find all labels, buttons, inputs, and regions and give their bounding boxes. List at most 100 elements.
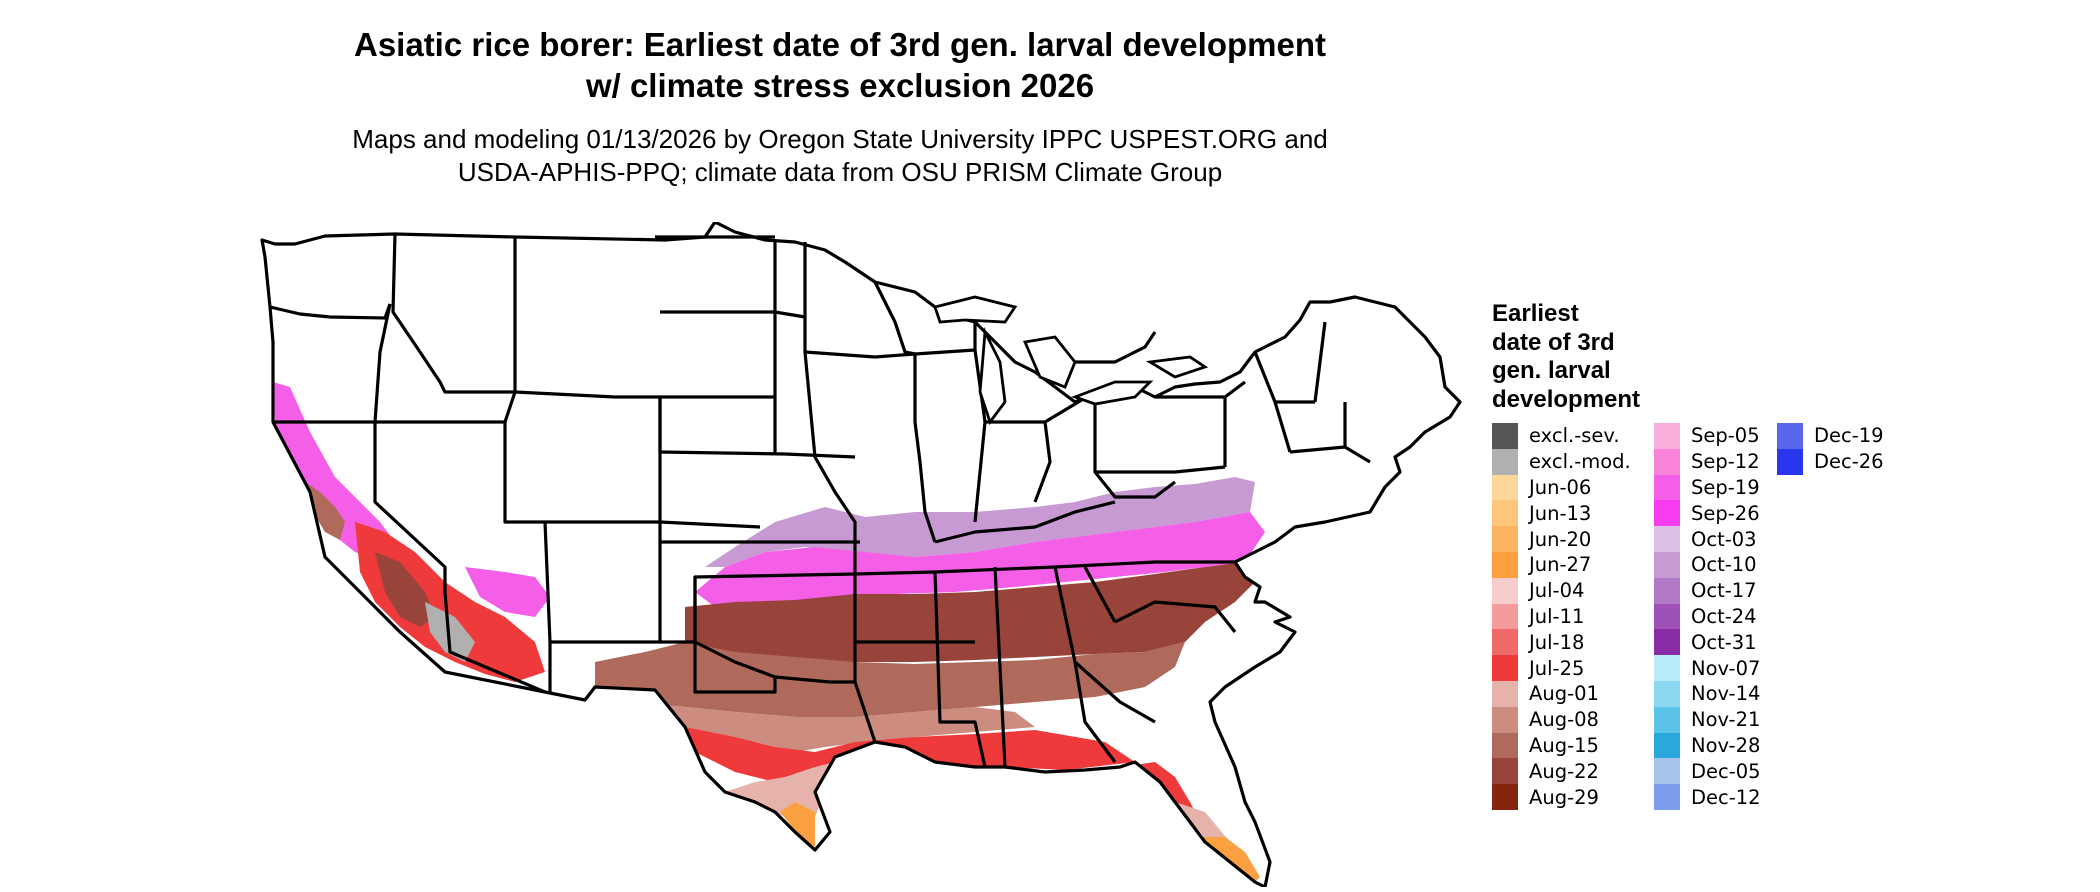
zone-az-magenta bbox=[465, 567, 550, 617]
legend-swatch bbox=[1654, 655, 1680, 681]
state-borders bbox=[260, 222, 1462, 887]
legend-swatch bbox=[1492, 655, 1518, 681]
legend-item: Oct-17 bbox=[1654, 577, 1761, 604]
legend-label: Jun-20 bbox=[1529, 527, 1592, 551]
legend-swatch bbox=[1492, 680, 1518, 707]
zone-aug15-band bbox=[595, 642, 1185, 717]
legend-swatch bbox=[1654, 680, 1680, 707]
legend-swatch bbox=[1492, 603, 1518, 630]
legend-swatch bbox=[1492, 448, 1518, 475]
great-lakes bbox=[933, 295, 1209, 425]
legend-swatch bbox=[1492, 706, 1518, 733]
legend-label: Nov-07 bbox=[1691, 656, 1761, 680]
legend-item: Jun-06 bbox=[1492, 474, 1631, 501]
legend-title-line: development bbox=[1492, 385, 1641, 413]
legend-label: Oct-24 bbox=[1691, 604, 1757, 628]
zone-aug01-texas-coast bbox=[725, 762, 835, 822]
legend-item: Aug-08 bbox=[1492, 706, 1631, 733]
legend-swatch bbox=[1654, 758, 1680, 785]
legend-swatch bbox=[1777, 423, 1803, 449]
legend-label: Jun-27 bbox=[1529, 553, 1592, 577]
legend-item: Jul-04 bbox=[1492, 577, 1631, 604]
prediction-zones bbox=[273, 382, 1265, 887]
legend-item: Oct-03 bbox=[1654, 526, 1761, 552]
legend-item: Dec-12 bbox=[1654, 784, 1761, 810]
legend-label: Dec-12 bbox=[1691, 785, 1761, 809]
legend-label: Dec-26 bbox=[1814, 450, 1884, 474]
legend-item: Dec-19 bbox=[1777, 423, 1884, 449]
legend-item: Aug-29 bbox=[1492, 784, 1631, 810]
legend-swatch bbox=[1654, 629, 1680, 656]
legend-item: Jun-27 bbox=[1492, 551, 1631, 578]
legend-swatch bbox=[1492, 526, 1518, 552]
map-title-line-1: Asiatic rice borer: Earliest date of 3rd… bbox=[353, 26, 1326, 63]
legend-swatch bbox=[1492, 577, 1518, 604]
legend-column-1: excl.-sev. excl.-mod. Jun-06 Jun-13 Jun-20 Ju… bbox=[1492, 423, 1631, 810]
us-larval-development-map bbox=[260, 222, 1462, 887]
legend-swatch bbox=[1654, 603, 1680, 630]
legend-swatch bbox=[1492, 784, 1518, 810]
legend-label: Jul-25 bbox=[1529, 656, 1585, 680]
zone-socal-red bbox=[355, 522, 545, 682]
map-subtitle-line-2: USDA-APHIS-PPQ; climate data from OSU PR… bbox=[457, 157, 1223, 187]
zone-west-pink bbox=[273, 382, 395, 562]
legend-item: Oct-10 bbox=[1654, 551, 1761, 578]
map-subtitle-line-1: Maps and modeling 01/13/2026 by Oregon S… bbox=[352, 124, 1328, 154]
legend-label: Nov-28 bbox=[1691, 733, 1761, 757]
legend-label: Jun-13 bbox=[1529, 501, 1592, 525]
legend-label: Jul-04 bbox=[1529, 579, 1585, 603]
legend-label: Oct-31 bbox=[1691, 630, 1757, 654]
zone-aug22-band bbox=[685, 562, 1255, 662]
zone-aug08-band bbox=[595, 692, 1035, 752]
legend-title-line: gen. larval bbox=[1492, 357, 1611, 384]
legend-label: excl.-sev. bbox=[1529, 424, 1620, 448]
legend-label: Nov-21 bbox=[1691, 708, 1761, 732]
legend-item: Nov-28 bbox=[1654, 732, 1761, 759]
legend-item: Sep-26 bbox=[1654, 500, 1761, 527]
legend-label: Jun-06 bbox=[1529, 475, 1592, 499]
legend-swatch bbox=[1654, 500, 1680, 527]
legend-item: Jul-25 bbox=[1492, 655, 1631, 681]
zone-central-valley bbox=[305, 482, 345, 540]
legend-swatch bbox=[1654, 706, 1680, 733]
legend-label: Jul-18 bbox=[1529, 630, 1585, 654]
zone-jun-texas-tip bbox=[780, 802, 815, 847]
legend-label: Nov-14 bbox=[1691, 682, 1761, 706]
legend-swatch bbox=[1492, 500, 1518, 527]
legend-label: Sep-12 bbox=[1691, 450, 1760, 474]
zone-sep-band bbox=[695, 512, 1265, 607]
legend-item: Nov-14 bbox=[1654, 680, 1761, 707]
legend-item: Sep-12 bbox=[1654, 448, 1761, 475]
legend-label: Sep-26 bbox=[1691, 501, 1760, 525]
legend-item: Nov-21 bbox=[1654, 706, 1761, 733]
legend-swatch bbox=[1777, 448, 1803, 475]
legend-label: Aug-08 bbox=[1529, 708, 1599, 732]
legend-label: Aug-29 bbox=[1529, 785, 1599, 809]
legend-label: Oct-03 bbox=[1691, 527, 1757, 551]
legend-swatch bbox=[1492, 474, 1518, 501]
legend-item: Aug-01 bbox=[1492, 680, 1631, 707]
legend-label: Aug-15 bbox=[1529, 733, 1599, 757]
legend-item: Aug-22 bbox=[1492, 758, 1631, 785]
legend-item: Nov-07 bbox=[1654, 655, 1761, 681]
legend-item: excl.-mod. bbox=[1492, 448, 1631, 475]
legend-item: Jun-13 bbox=[1492, 500, 1631, 527]
legend-item: Jul-18 bbox=[1492, 629, 1631, 656]
legend-item: Aug-15 bbox=[1492, 732, 1631, 759]
zone-oct-band bbox=[705, 477, 1255, 567]
legend-label: Oct-17 bbox=[1691, 579, 1757, 603]
legend-label: Sep-19 bbox=[1691, 475, 1760, 499]
legend-item: Dec-05 bbox=[1654, 758, 1761, 785]
legend-label: Dec-05 bbox=[1691, 759, 1761, 783]
map-title-line-2: w/ climate stress exclusion 2026 bbox=[585, 67, 1095, 104]
legend-swatch bbox=[1654, 551, 1680, 578]
legend-item: Dec-26 bbox=[1777, 448, 1884, 475]
legend-swatch bbox=[1654, 577, 1680, 604]
legend-swatch bbox=[1654, 784, 1680, 810]
legend-title: Earliest date of 3rd gen. larval develop… bbox=[1492, 300, 1640, 414]
legend-swatch bbox=[1492, 551, 1518, 578]
legend-swatch bbox=[1492, 732, 1518, 759]
zone-az-brown bbox=[375, 552, 435, 627]
legend-swatch bbox=[1492, 758, 1518, 785]
legend-item: Jun-20 bbox=[1492, 526, 1631, 552]
